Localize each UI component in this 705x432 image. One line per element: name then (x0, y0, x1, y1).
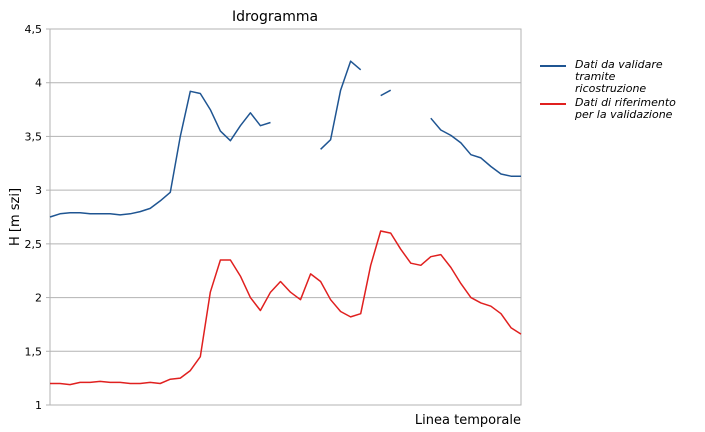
legend-label: Dati di riferimento per la validazione (575, 96, 676, 121)
plot-frame (49, 28, 522, 406)
y-tick-label: 2,5 (25, 238, 43, 251)
x-axis-label: Linea temporale (415, 413, 521, 428)
y-tick-label: 3,5 (25, 130, 43, 143)
y-tick-label: 2 (35, 292, 42, 305)
y-tick-label: 4 (35, 77, 42, 90)
y-tick-label: 1 (35, 399, 42, 412)
data-line (49, 60, 521, 218)
chart-title: Idrogramma (232, 9, 318, 25)
y-tick-label: 4,5 (25, 23, 43, 36)
y-tick-label: 1,5 (25, 345, 43, 358)
legend-label: Dati da validare tramite ricostruzione (575, 58, 663, 95)
data-line (50, 230, 522, 386)
y-tick-label: 3 (35, 184, 42, 197)
y-axis-label: H [m szi] (8, 188, 23, 246)
